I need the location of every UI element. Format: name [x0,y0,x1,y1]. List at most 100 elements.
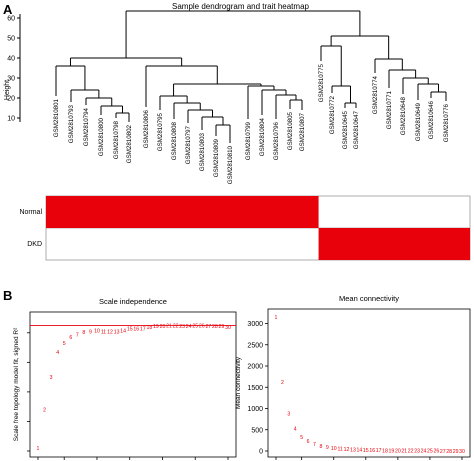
y-tick-label: 1000 [247,406,263,413]
y-tick-label: 1500 [247,385,263,392]
sample-label: GSM2810807 [299,112,306,151]
panel-a-letter: A [3,2,13,17]
data-point-label: 16 [133,326,139,332]
data-point-label: 30 [459,449,465,455]
data-point-label: 16 [369,448,375,454]
chart-title: Scale independence [99,297,167,306]
sample-label: GSM2810775 [318,63,325,102]
sample-labels: GSM2810801 GSM2810793 GSM2810794 GSM2810800… [53,63,450,184]
data-point-label: 29 [453,449,459,455]
y-tick-label: 0 [259,449,263,456]
data-point-label: 17 [376,448,382,454]
data-point-label: 29 [219,324,225,330]
trait-label: DKD [27,241,42,248]
sample-label: GSM2810772 [329,95,336,134]
data-point-label: 22 [173,323,179,329]
sample-label: GSM2810810 [227,145,234,184]
data-point-label: 18 [146,325,152,331]
data-point-label: 7 [76,332,79,338]
data-point-label: 20 [395,449,401,455]
data-point-label: 19 [389,448,395,454]
data-point-label: 21 [166,323,172,329]
y-tick-label: 3000 [247,321,263,328]
chart-title: Mean connectivity [339,294,399,303]
plot-frame [29,311,237,458]
sample-label: GSM2810794 [83,107,90,146]
data-point-label: 3 [287,412,290,418]
sample-label: GSM2810803 [199,132,206,171]
data-point-label: 10 [331,446,337,452]
data-point-label: 1 [37,446,40,452]
sample-label: GSM2810802 [126,124,133,163]
data-point-label: 8 [319,444,322,450]
data-point-label: 15 [127,326,133,332]
data-point-label: 21 [401,449,407,455]
data-point-label: 30 [225,325,231,331]
y-tick-label: 2500 [247,342,263,349]
data-point-label: 2 [43,408,46,414]
scale-independence-chart: Scale independence Scale free topology mo… [13,297,237,460]
data-point-label: 22 [408,449,414,455]
data-point-label: 14 [356,448,362,454]
y-tick-label: 30 [7,76,15,83]
trait-label: Normal [19,209,42,216]
data-point-label: 4 [294,426,297,432]
dendrogram-tree [55,10,447,143]
sample-label: GSM2810806 [143,109,150,148]
sample-label: GSM2810798 [113,120,120,159]
y-tick-label: 40 [7,56,15,63]
sample-label: GSM2810805 [287,111,294,150]
data-point-label: 4 [56,350,59,356]
sample-label: GSM2810808 [171,121,178,160]
data-point-label: 3 [50,375,53,381]
data-point-label: 14 [120,329,126,335]
y-tick-label: 60 [7,16,15,23]
heatmap-cell-normal [46,196,319,228]
y-axis-label: Mean connectivity [235,356,242,409]
data-point-label: 23 [179,324,185,330]
data-point-label: 18 [382,448,388,454]
data-point-label: 13 [114,329,120,335]
sample-label: GSM2810795 [157,112,164,151]
data-point-label: 11 [337,447,342,453]
data-point-label: 19 [153,324,159,330]
data-point-label: 27 [440,449,446,455]
data-point-label: 12 [107,329,113,335]
data-point-label: 7 [313,442,316,448]
sample-label: GSM2810647 [353,110,360,149]
sample-label: GSM2810645 [342,110,349,149]
data-point-label: 24 [421,449,427,455]
heatmap-cell-dkd [318,228,470,260]
sample-label: GSM2810800 [98,117,105,156]
sample-label: GSM2810771 [386,90,393,129]
data-point-label: 11 [101,329,106,335]
data-point-label: 13 [350,448,356,454]
data-point-label: 17 [140,326,146,332]
y-tick-label: 50 [7,36,15,43]
data-point-label: 15 [363,448,369,454]
sample-label: GSM2810809 [213,138,220,177]
data-point-label: 8 [82,330,85,336]
data-point-label: 25 [427,449,433,455]
data-point-label: 9 [89,329,92,335]
sample-label: GSM2810774 [372,75,379,114]
data-point-label: 1 [275,315,278,321]
sample-label: GSM2810776 [443,103,450,142]
data-point-label: 23 [414,449,420,455]
y-axis-label: Height [4,80,11,100]
y-tick-label: 2000 [247,364,263,371]
data-point-label: 10 [94,329,100,335]
sample-label: GSM2810648 [400,96,407,135]
data-point-label: 2 [281,380,284,386]
data-point-label: 25 [192,323,198,329]
plot-frame [267,308,471,458]
sample-label: GSM2810799 [245,121,252,160]
data-point-label: 24 [186,324,192,330]
sample-label: GSM2810796 [273,121,280,160]
data-point-label: 12 [344,447,350,453]
data-point-label: 5 [300,435,303,441]
sample-label: GSM2810801 [53,98,60,137]
sample-label: GSM2810649 [415,102,422,141]
